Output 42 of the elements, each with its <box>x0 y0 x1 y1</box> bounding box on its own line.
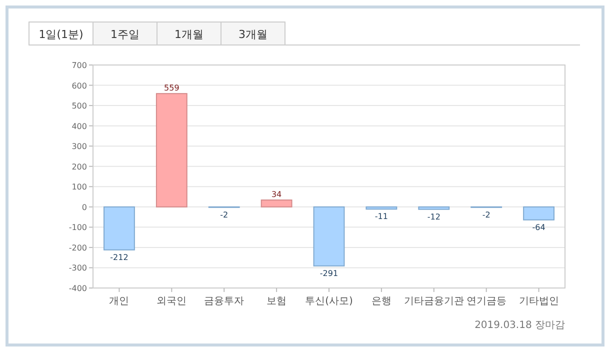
x-tick-label: 기타금융기관 <box>404 296 464 307</box>
data-label: -12 <box>427 212 440 222</box>
data-label: -11 <box>374 212 388 222</box>
y-tick-label: -200 <box>68 243 87 252</box>
data-label: 559 <box>164 84 180 93</box>
y-tick-label: 300 <box>72 142 87 152</box>
y-tick-label: -400 <box>68 284 87 293</box>
data-label: -291 <box>320 268 338 278</box>
bar <box>104 206 135 250</box>
x-tick-label: 개인 <box>109 296 130 307</box>
x-tick-label: 금융투자 <box>204 296 244 307</box>
y-tick-label: 200 <box>72 162 87 172</box>
text: 1주일 <box>110 28 140 41</box>
y-tick-label: 100 <box>72 182 87 192</box>
bar <box>156 93 188 208</box>
bar <box>366 206 398 210</box>
x-tick-label: 보험 <box>266 296 287 307</box>
y-tick-label: 600 <box>72 81 87 90</box>
x-tick-label: 외국인 <box>156 296 187 307</box>
x-tick-label: 기타법인 <box>518 296 559 307</box>
text: 1개월 <box>174 28 204 41</box>
bar <box>523 206 554 220</box>
y-tick-label: 500 <box>72 102 87 111</box>
x-tick-label: 투신(사모) <box>305 296 353 307</box>
y-tick-label: -100 <box>68 223 87 232</box>
y-tick-label: 700 <box>72 61 87 70</box>
data-label: -64 <box>532 222 546 232</box>
y-tick-label: 0 <box>82 202 87 212</box>
y-tick-label: -300 <box>68 264 87 273</box>
y-tick-label: 400 <box>72 122 87 131</box>
data-label: -212 <box>110 252 128 262</box>
data-label: -2 <box>482 210 490 220</box>
bar <box>260 200 292 208</box>
text: 3개월 <box>238 28 268 41</box>
data-label: 34 <box>271 190 282 200</box>
bar <box>313 206 345 266</box>
text: 2019.03.18 장마감 <box>474 320 565 331</box>
x-tick-label: 연기금등 <box>466 296 506 307</box>
x-tick-label: 은행 <box>371 296 392 307</box>
data-label: -2 <box>220 210 228 220</box>
text: 1일(1분) <box>38 28 84 41</box>
bar <box>418 206 450 210</box>
